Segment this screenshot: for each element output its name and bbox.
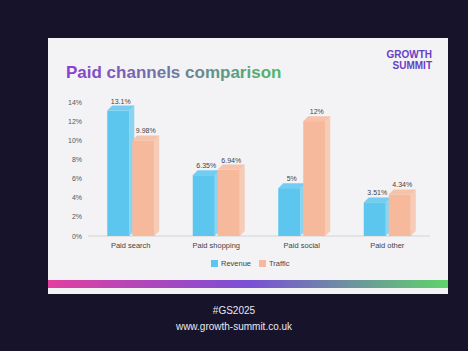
hashtag: #GS2025 xyxy=(213,305,256,316)
data-label: 9.98% xyxy=(136,127,156,134)
y-tick-label: 14% xyxy=(68,99,82,106)
canvas: Paid channels comparison GROWTHSUMMIT #GS2… xyxy=(0,0,468,351)
background xyxy=(0,0,468,351)
data-label: 13.1% xyxy=(111,98,131,105)
slide-band xyxy=(48,280,448,288)
bar-top xyxy=(218,165,245,170)
title: Paid channels comparison xyxy=(66,63,281,82)
legend-swatch xyxy=(259,260,266,267)
y-tick-label: 4% xyxy=(72,194,82,201)
bar-side xyxy=(240,165,245,236)
logo: GROWTHSUMMIT xyxy=(386,49,432,71)
bar-top xyxy=(303,116,330,121)
bar-top xyxy=(193,170,220,175)
data-label: 6.35% xyxy=(196,162,216,169)
bar-top xyxy=(278,183,305,188)
logo-line: SUMMIT xyxy=(393,60,432,71)
bar xyxy=(107,111,129,236)
data-label: 4.34% xyxy=(392,181,412,188)
bar-top xyxy=(389,189,416,194)
x-tick-label: Paid social xyxy=(284,241,321,250)
y-tick-label: 8% xyxy=(72,156,82,163)
data-label: 5% xyxy=(287,175,297,182)
bar-side xyxy=(154,135,159,236)
slide xyxy=(48,38,448,294)
legend-swatch xyxy=(211,260,218,267)
y-tick-label: 10% xyxy=(68,137,82,144)
bar-top xyxy=(107,106,134,111)
url: www.growth-summit.co.uk xyxy=(175,321,293,332)
bar xyxy=(389,194,411,236)
bar xyxy=(132,140,154,236)
data-label: 6.94% xyxy=(221,157,241,164)
bar-top xyxy=(132,135,159,140)
legend-label: Revenue xyxy=(221,259,251,268)
x-tick-label: Paid search xyxy=(111,241,151,250)
bar xyxy=(278,188,300,236)
bar-top xyxy=(364,197,391,202)
bar xyxy=(364,202,386,236)
y-tick-label: 2% xyxy=(72,213,82,220)
legend-label: Traffic xyxy=(269,259,290,268)
y-tick-label: 6% xyxy=(72,175,82,182)
bar-side xyxy=(325,116,330,236)
bar xyxy=(303,121,325,236)
y-tick-label: 12% xyxy=(68,118,82,125)
bar xyxy=(193,175,215,236)
bars xyxy=(107,106,416,236)
y-tick-label: 0% xyxy=(72,233,82,240)
bar-side xyxy=(411,189,416,236)
x-tick-label: Paid other xyxy=(370,241,405,250)
data-label: 12% xyxy=(310,108,324,115)
data-label: 3.51% xyxy=(367,189,387,196)
bar xyxy=(218,170,240,236)
logo-line: GROWTH xyxy=(386,49,432,60)
x-tick-label: Paid shopping xyxy=(192,241,240,250)
